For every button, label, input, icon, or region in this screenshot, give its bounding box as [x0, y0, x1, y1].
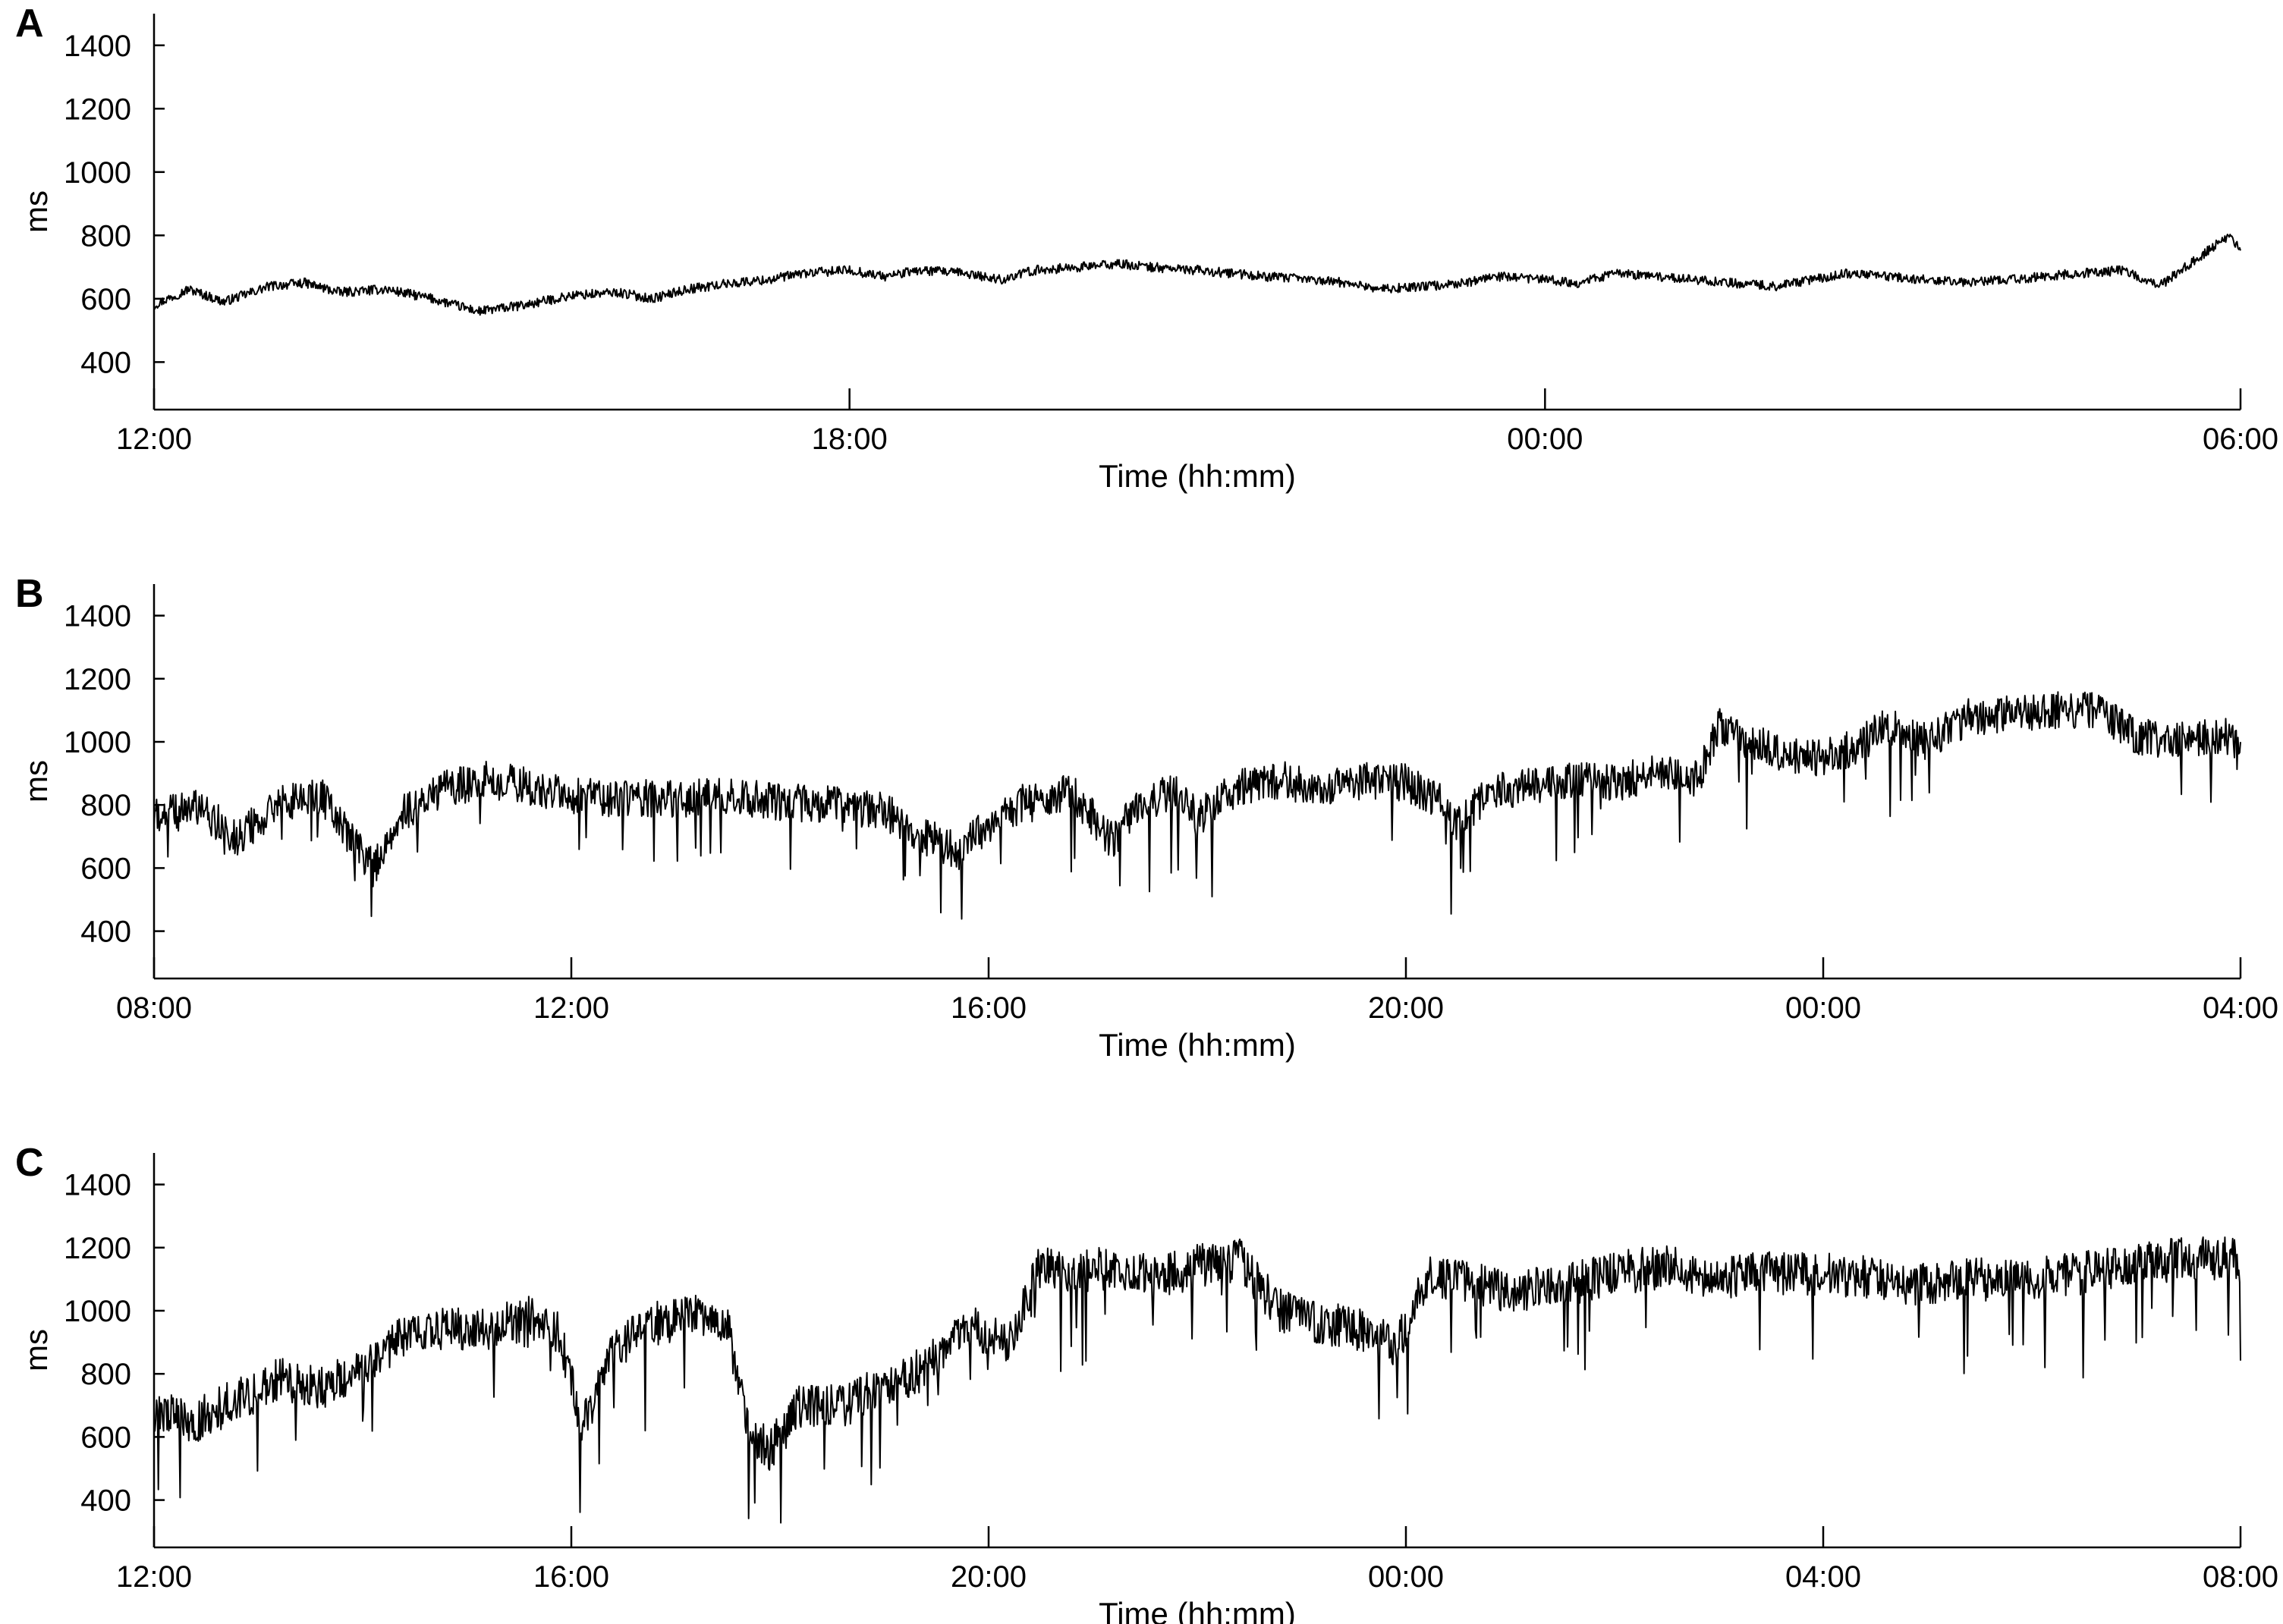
y-tick-label-a-1200: 1200 [64, 93, 131, 126]
x-tick-label-b-0000: 00:00 [1785, 991, 1861, 1025]
panel-label-a: A [15, 2, 44, 46]
y-tick-label-b-1000: 1000 [64, 726, 131, 759]
y-tick-label-a-600: 600 [80, 283, 131, 316]
x-axis-title-c: Time (hh:mm) [1099, 1596, 1296, 1624]
x-tick-label-b-1200: 12:00 [533, 991, 609, 1025]
y-tick-label-a-800: 800 [80, 219, 131, 253]
panel-c: C 400 600 800 1000 1200 1400 12:00 16:00 20:00 00:… [15, 1141, 2278, 1624]
x-tick-label-c-0400: 04:00 [1785, 1560, 1861, 1594]
x-tick-label-b-0400: 04:00 [2203, 991, 2278, 1025]
y-tick-label-b-1400: 1400 [64, 600, 131, 633]
y-tick-label-b-1200: 1200 [64, 663, 131, 696]
series-line-c [153, 1236, 2241, 1524]
y-tick-label-b-600: 600 [80, 852, 131, 885]
y-tick-label-a-400: 400 [80, 346, 131, 379]
x-tick-label-b-2000: 20:00 [1368, 991, 1444, 1025]
series-line-a [153, 234, 2241, 316]
x-axis-title-a: Time (hh:mm) [1099, 458, 1296, 494]
x-tick-label-b-0800: 08:00 [116, 991, 192, 1025]
y-axis-title-b: ms [18, 760, 54, 803]
series-line-b [153, 691, 2241, 920]
y-tick-label-b-400: 400 [80, 916, 131, 949]
x-tick-label-b-1600: 16:00 [951, 991, 1027, 1025]
x-tick-label-a-0000: 00:00 [1507, 422, 1583, 456]
x-tick-label-a-1800: 18:00 [812, 422, 888, 456]
panel-label-b: B [15, 572, 44, 616]
panel-b: B 400 600 800 1000 1200 1400 08:00 12:00 16:00 20:… [15, 572, 2278, 1063]
x-tick-label-c-2000: 20:00 [951, 1560, 1027, 1594]
x-axis-title-b: Time (hh:mm) [1099, 1027, 1296, 1063]
panel-label-c: C [15, 1141, 44, 1185]
x-tick-label-c-0000: 00:00 [1368, 1560, 1444, 1594]
y-tick-label-c-1400: 1400 [64, 1169, 131, 1202]
y-axis-title-a: ms [18, 190, 54, 233]
x-tick-label-a-0600: 06:00 [2203, 422, 2278, 456]
x-tick-label-a-1200: 12:00 [116, 422, 192, 456]
y-tick-label-c-400: 400 [80, 1484, 131, 1518]
y-axis-title-c: ms [18, 1329, 54, 1371]
y-tick-label-a-1000: 1000 [64, 156, 131, 190]
x-tick-label-c-1600: 16:00 [533, 1560, 609, 1594]
x-tick-label-c-0800: 08:00 [2203, 1560, 2278, 1594]
panel-a: A 400 600 800 1000 1200 1400 12:00 18:00 00:00 06:… [15, 2, 2278, 494]
x-tick-label-c-1200: 12:00 [116, 1560, 192, 1594]
y-tick-label-c-1200: 1200 [64, 1232, 131, 1265]
y-tick-label-c-800: 800 [80, 1358, 131, 1391]
y-tick-label-b-800: 800 [80, 789, 131, 822]
y-tick-label-c-600: 600 [80, 1421, 131, 1454]
y-tick-label-c-1000: 1000 [64, 1295, 131, 1328]
y-tick-label-a-1400: 1400 [64, 30, 131, 63]
